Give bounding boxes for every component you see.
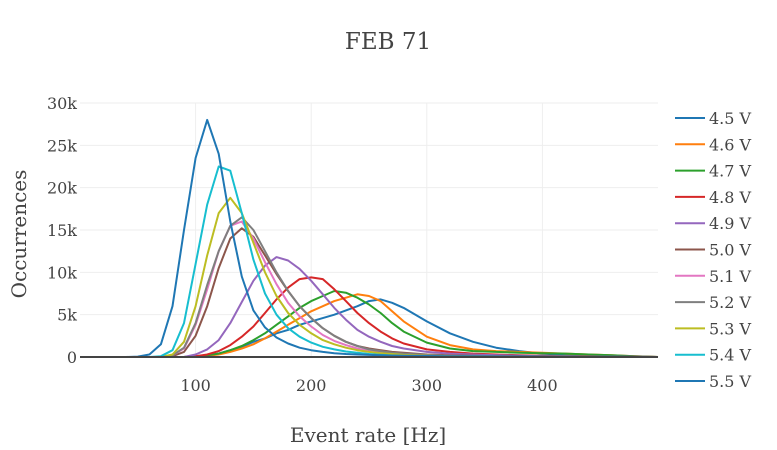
legend[interactable]: 4.5 V 4.6 V 4.7 V 4.8 V 4.9 V 5.0 V 5.1 V 5.2 V…: [675, 109, 752, 391]
x-axis-title: Event rate [Hz]: [290, 423, 446, 447]
legend-item[interactable]: 4.9 V: [675, 214, 752, 233]
x-tick-label: 400: [527, 376, 558, 395]
legend-label: 5.1 V: [709, 267, 752, 286]
legend-label: 4.7 V: [709, 162, 752, 181]
legend-label: 4.8 V: [709, 188, 752, 207]
y-tick-label: 25k: [47, 136, 77, 155]
y-tick-label: 30k: [47, 94, 77, 113]
legend-label: 5.4 V: [709, 346, 752, 365]
y-tick-label: 15k: [47, 221, 77, 240]
legend-label: 5.0 V: [709, 241, 752, 260]
legend-label: 4.9 V: [709, 214, 752, 233]
y-tick-label: 10k: [47, 263, 77, 282]
gridlines: [80, 102, 658, 357]
x-tick-labels: 100 200 300 400: [180, 376, 557, 395]
legend-label: 4.6 V: [709, 135, 752, 154]
legend-label: 5.3 V: [709, 319, 752, 338]
y-tick-label: 0: [67, 348, 77, 367]
legend-item[interactable]: 4.7 V: [675, 162, 752, 181]
y-tick-label: 20k: [47, 179, 77, 198]
legend-item[interactable]: 4.5 V: [675, 109, 752, 128]
legend-item[interactable]: 4.8 V: [675, 188, 752, 207]
x-tick-label: 100: [180, 376, 211, 395]
legend-item[interactable]: 5.2 V: [675, 293, 752, 312]
legend-item[interactable]: 5.4 V: [675, 346, 752, 365]
legend-item[interactable]: 5.3 V: [675, 319, 752, 338]
legend-item[interactable]: 5.5 V: [675, 372, 752, 391]
chart-title: FEB 71: [345, 29, 431, 55]
legend-item[interactable]: 5.1 V: [675, 267, 752, 286]
y-tick-label: 5k: [57, 306, 77, 325]
legend-item[interactable]: 4.6 V: [675, 135, 752, 154]
legend-label: 5.5 V: [709, 372, 752, 391]
legend-item[interactable]: 5.0 V: [675, 241, 752, 260]
x-tick-label: 200: [296, 376, 327, 395]
y-tick-labels: 0 5k 10k 15k 20k 25k 30k: [47, 94, 77, 367]
legend-label: 4.5 V: [709, 109, 752, 128]
y-axis-title: Occurrences: [7, 170, 31, 299]
x-tick-label: 300: [412, 376, 443, 395]
legend-label: 5.2 V: [709, 293, 752, 312]
